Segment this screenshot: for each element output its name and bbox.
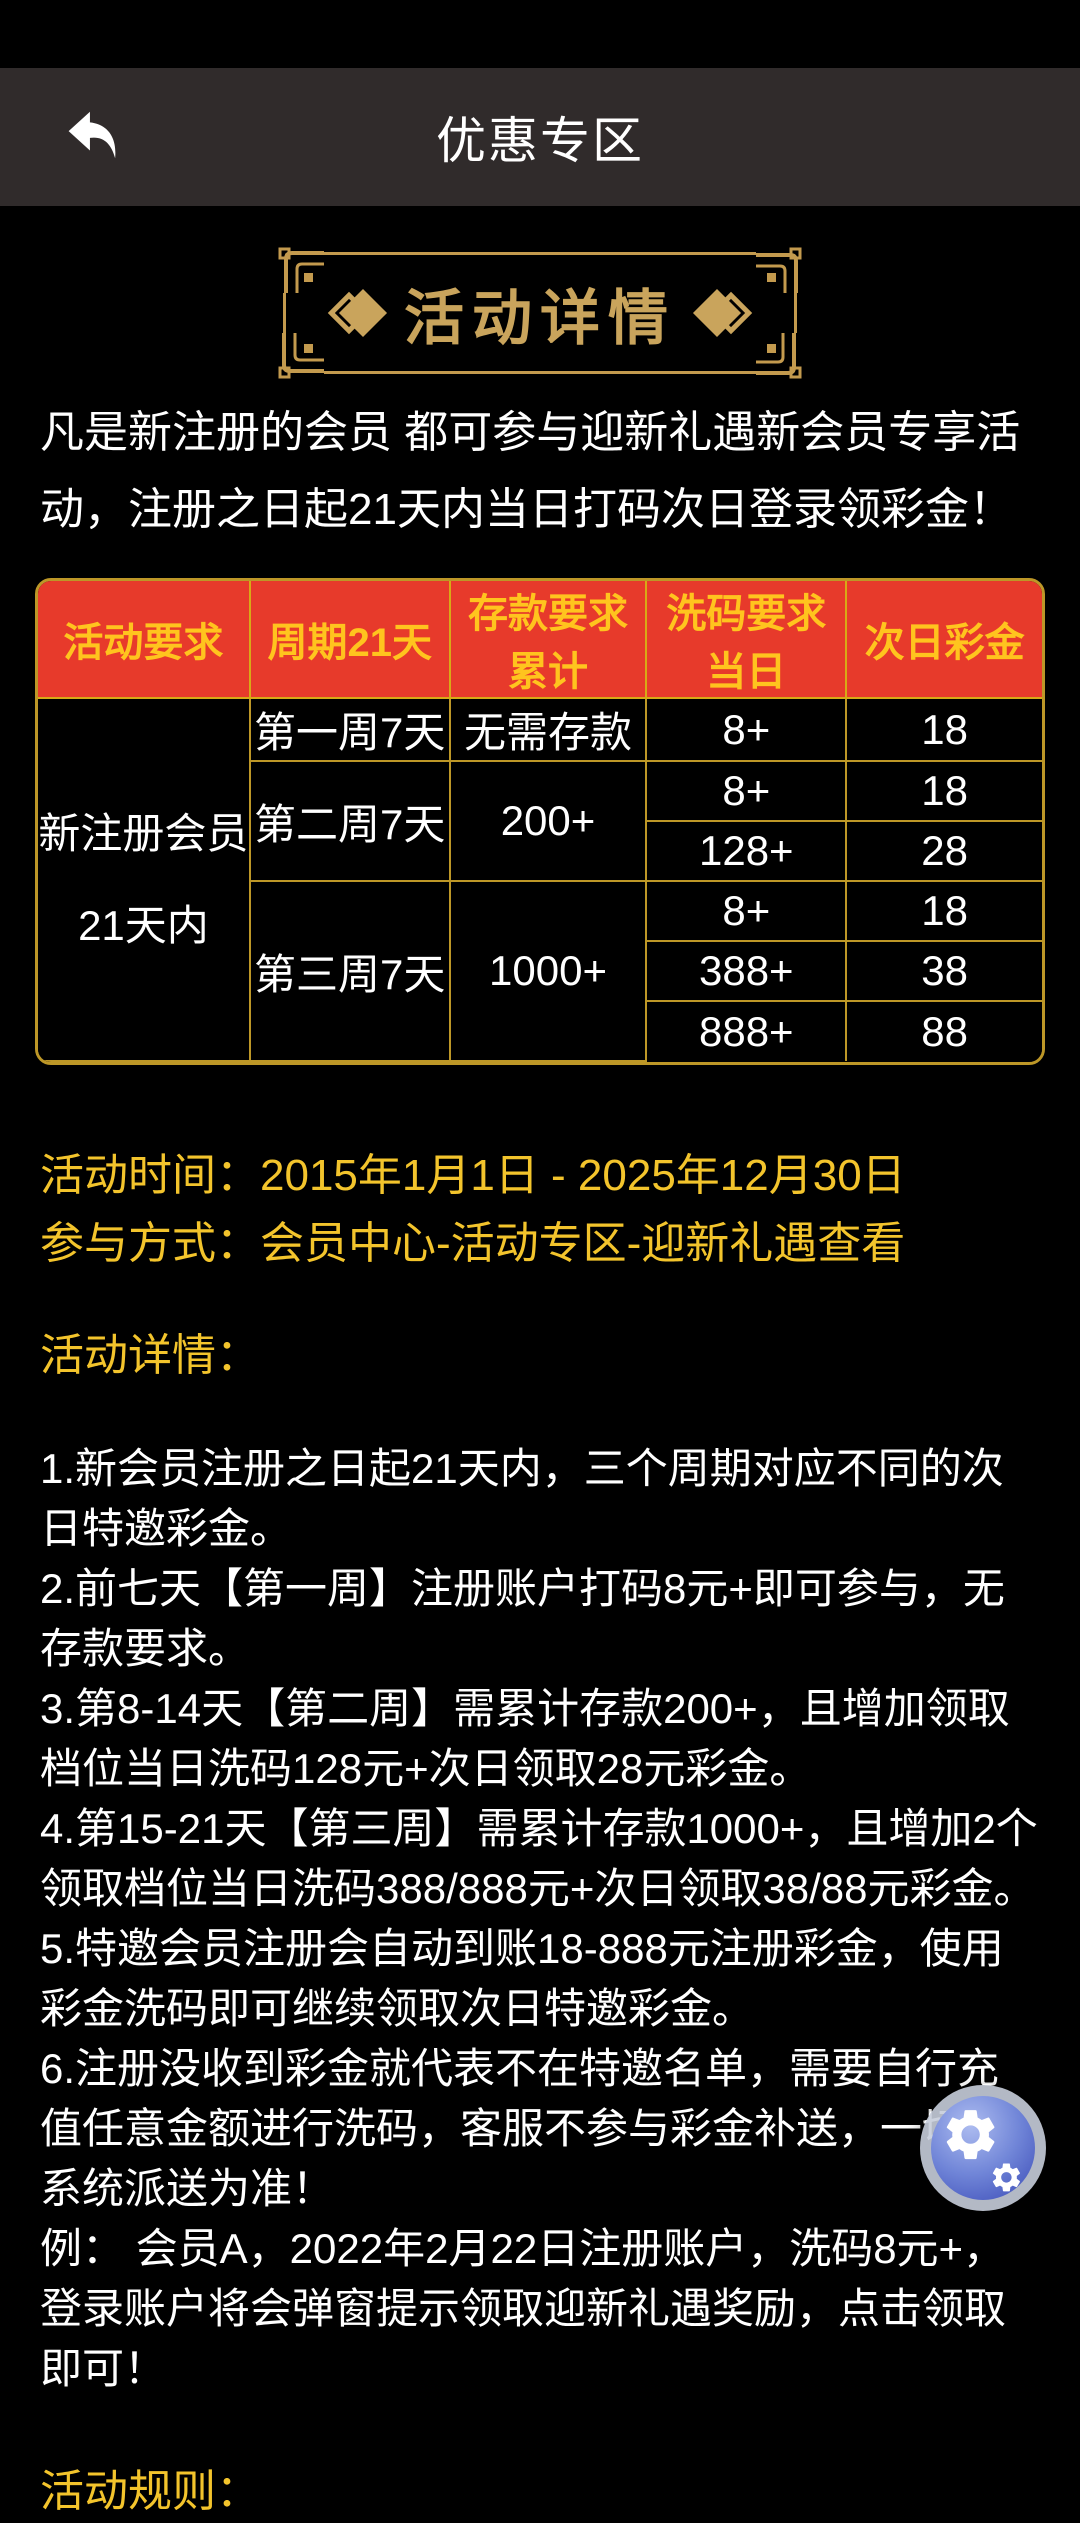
detail-item: 例： 会员A，2022年2月22日注册账户，洗码8元+，登录账户将会弹窗提示领取… xyxy=(40,2225,1007,2392)
detail-item: 1.新会员注册之日起21天内，三个周期对应不同的次日特邀彩金。 xyxy=(40,1445,1004,1552)
gear-icon xyxy=(920,2085,1046,2211)
rules-heading: 活动规则： xyxy=(40,2467,260,2516)
promo-table-wrap: 活动要求 周期21天 存款要求累计 洗码要求当日 次日彩金 新注册会员 21天内… xyxy=(35,578,1045,1065)
details-list: 1.新会员注册之日起21天内，三个周期对应不同的次日特邀彩金。 2.前七天【第一… xyxy=(40,1439,1040,2399)
table-cell-deposit: 1000+ xyxy=(448,880,648,1062)
table-cell-bonus: 18 xyxy=(845,760,1042,822)
detail-item: 5.特邀会员注册会自动到账18-888元注册彩金，使用彩金洗码即可继续领取次日特… xyxy=(40,1925,1004,2032)
table-header-deposit: 存款要求累计 xyxy=(448,581,648,699)
requirement-line1: 新注册会员 xyxy=(38,809,249,857)
table-cell-bonus: 88 xyxy=(845,1000,1042,1061)
table-cell-period: 第一周7天 xyxy=(248,697,451,762)
table-cell-deposit: 200+ xyxy=(448,760,648,882)
activity-time: 活动时间：2015年1月1日 - 2025年12月30日 xyxy=(40,1151,906,1200)
table-cell-bonus: 18 xyxy=(845,880,1042,942)
info-block: 活动时间：2015年1月1日 - 2025年12月30日 参与方式：会员中心-活… xyxy=(40,1145,1040,1275)
requirement-line2: 21天内 xyxy=(78,901,209,949)
corner-ornament-icon xyxy=(756,247,802,293)
banner-wrap: 活动详情 xyxy=(0,247,1080,379)
promo-table: 活动要求 周期21天 存款要求累计 洗码要求当日 次日彩金 新注册会员 21天内… xyxy=(38,581,1042,1062)
corner-ornament-icon xyxy=(756,333,802,379)
participation-method: 参与方式：会员中心-活动专区-迎新礼遇查看 xyxy=(40,1219,906,1268)
detail-item: 6.注册没收到彩金就代表不在特邀名单，需要自行充值任意金额进行洗码，客服不参与彩… xyxy=(40,2045,1007,2212)
table-row: 第三周7天 1000+ 8+ 18 xyxy=(38,880,1042,1062)
table-row: 388+ 38 xyxy=(38,940,1042,1002)
page-title: 优惠专区 xyxy=(436,113,644,169)
status-bar xyxy=(0,0,1080,68)
details-heading: 活动详情： xyxy=(40,1331,260,1380)
table-cell-requirement: 新注册会员 21天内 xyxy=(38,697,251,1062)
table-cell-period: 第三周7天 xyxy=(249,880,451,1062)
table-cell-wash: 888+ xyxy=(646,1000,848,1061)
table-cell-deposit: 无需存款 xyxy=(448,697,648,762)
back-button[interactable] xyxy=(52,101,124,173)
table-cell-bonus: 28 xyxy=(845,820,1042,882)
table-cell-wash: 8+ xyxy=(645,760,848,822)
banner-title: 活动详情 xyxy=(404,284,676,352)
detail-item: 2.前七天【第一周】注册账户打码8元+即可参与，无存款要求。 xyxy=(40,1565,1005,1672)
detail-item: 4.第15-21天【第三周】需累计存款1000+，且增加2个领取档位当日洗码38… xyxy=(40,1805,1038,1912)
table-cell-bonus: 18 xyxy=(845,697,1042,762)
detail-item: 3.第8-14天【第二周】需累计存款200+，且增加领取档位当日洗码128元+次… xyxy=(40,1685,1010,1792)
table-row: 第二周7天 200+ 8+ 18 xyxy=(38,760,1042,882)
table-cell-wash: 8+ xyxy=(645,697,848,762)
table-row: 新注册会员 21天内 第一周7天 无需存款 8+ 18 xyxy=(38,697,1042,1062)
corner-ornament-icon xyxy=(278,333,324,379)
app-bar: 优惠专区 xyxy=(0,68,1080,206)
diamond-ornament-left xyxy=(327,288,388,338)
table-header-wash: 洗码要求当日 xyxy=(645,581,848,699)
table-header-bonus: 次日彩金 xyxy=(845,581,1042,699)
diamond-ornament-right xyxy=(692,288,753,338)
settings-fab[interactable] xyxy=(919,2084,1047,2212)
table-row: 888+ 88 xyxy=(38,1000,1042,1061)
back-arrow-icon xyxy=(57,104,119,171)
intro-text: 凡是新注册的会员 都可参与迎新礼遇新会员专享活动，注册之日起21天内当日打码次日… xyxy=(40,408,1021,534)
corner-ornament-icon xyxy=(278,247,324,293)
table-cell-period: 第二周7天 xyxy=(249,760,451,882)
table-cell-wash: 388+ xyxy=(646,940,848,1002)
table-header-row: 活动要求 周期21天 存款要求累计 洗码要求当日 次日彩金 xyxy=(38,581,1042,699)
table-header-period: 周期21天 xyxy=(248,581,451,699)
banner: 活动详情 xyxy=(278,247,802,379)
table-cell-wash: 8+ xyxy=(645,880,848,942)
table-row: 128+ 28 xyxy=(38,820,1042,882)
table-cell-bonus: 38 xyxy=(845,940,1042,1002)
table-header-requirement: 活动要求 xyxy=(38,581,251,699)
table-cell-wash: 128+ xyxy=(646,820,848,882)
